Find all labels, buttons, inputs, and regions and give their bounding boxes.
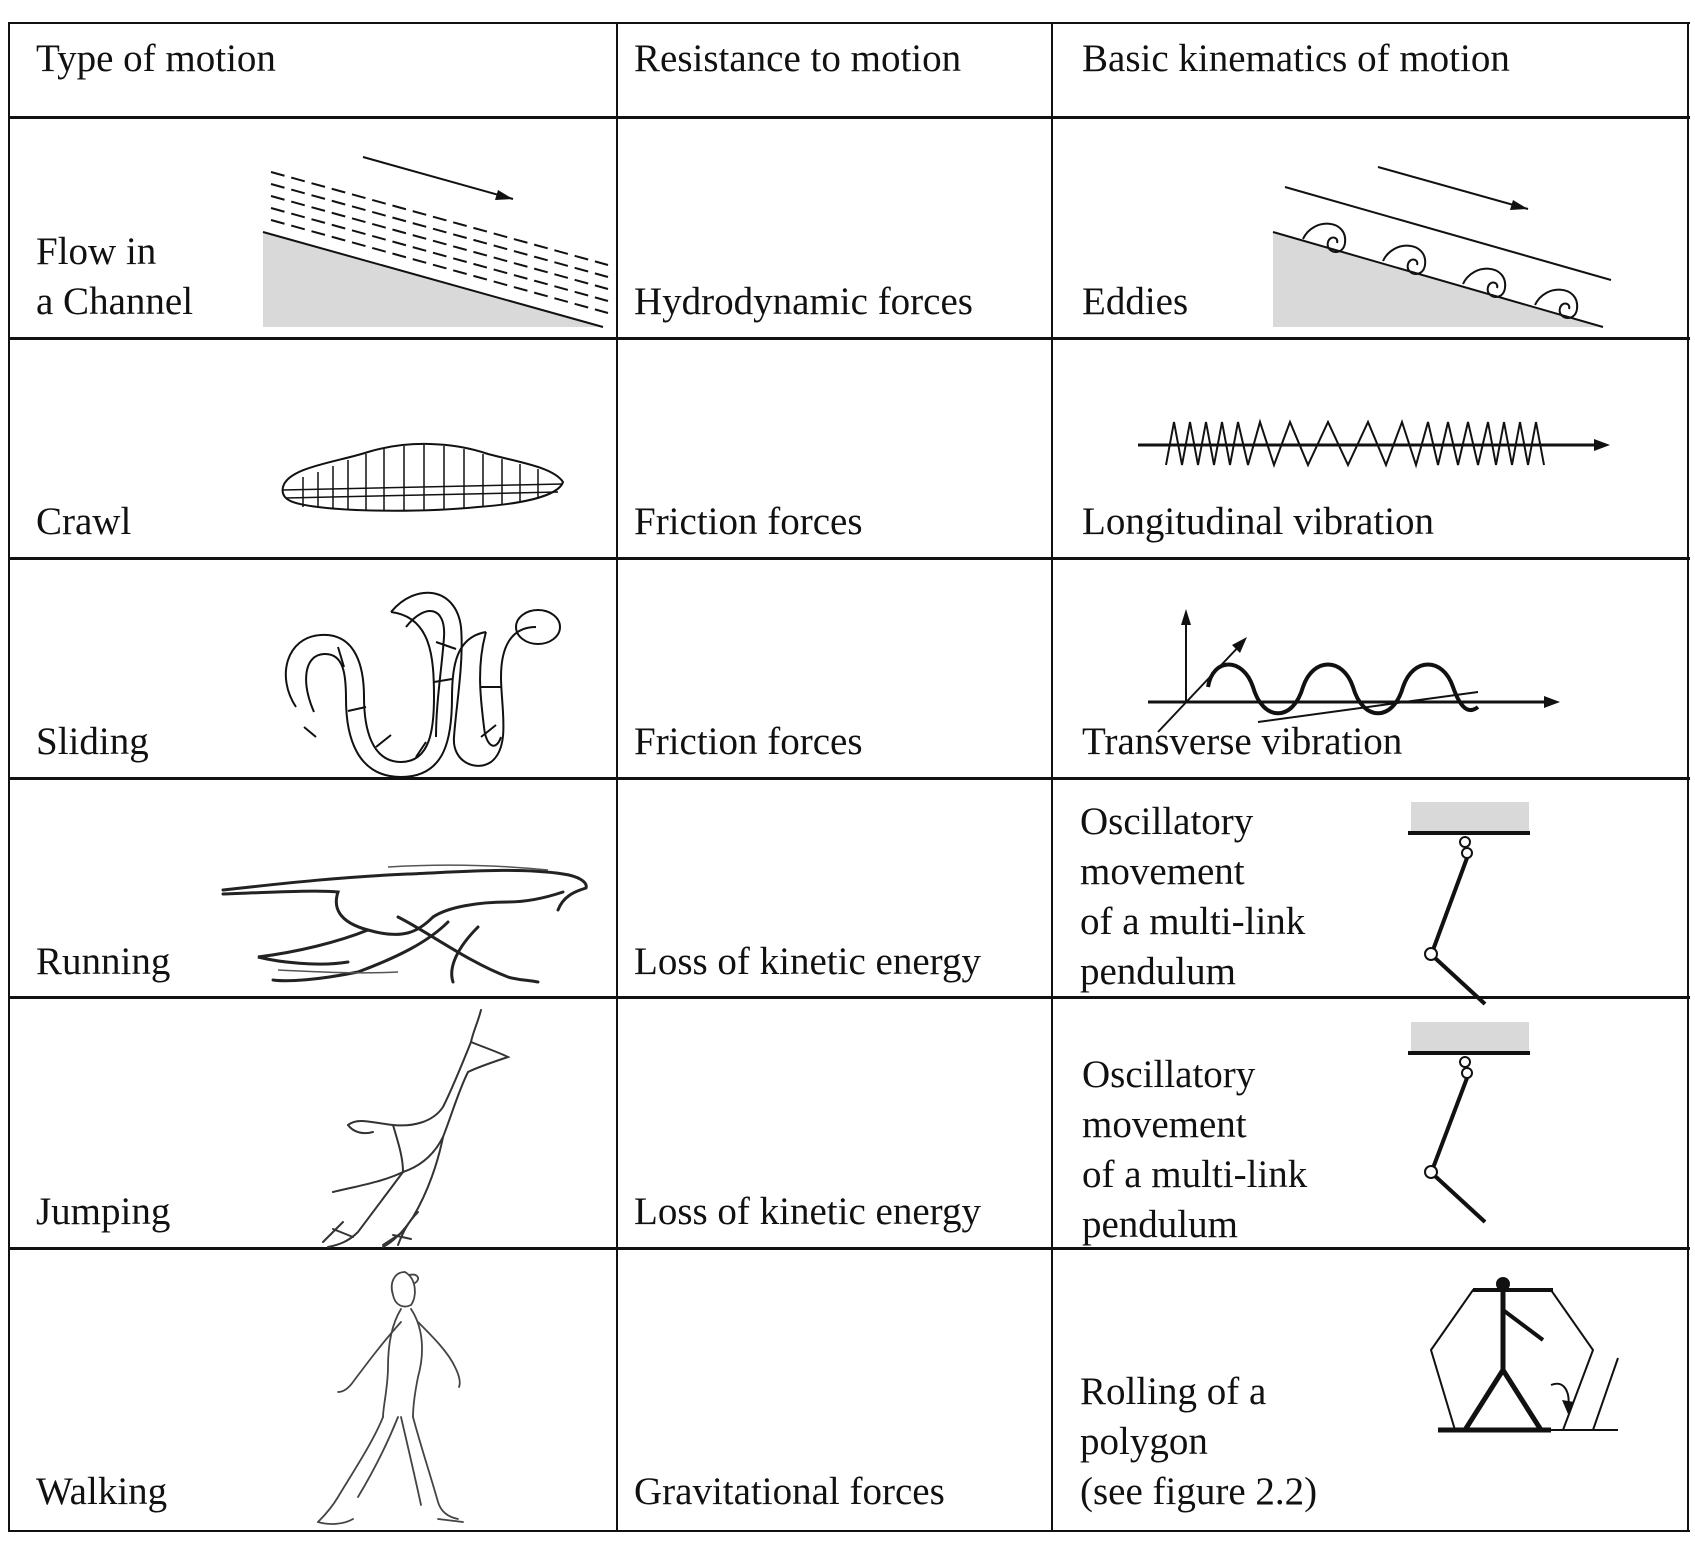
type-of-motion-cell: Crawl (36, 497, 131, 547)
table-border-right (1687, 22, 1689, 1532)
type-of-motion-cell: Jumping (36, 1187, 170, 1237)
longitudinal-vibration-icon (1138, 417, 1610, 467)
motion-table: Type of motion Resistance to motion Basi… (8, 22, 1690, 1532)
transverse-vibration-icon (1148, 609, 1560, 752)
kinematics-line: pendulum (1082, 1203, 1238, 1246)
kinematics-cell: Oscillatory movement of a multi-link pen… (1082, 1050, 1307, 1250)
type-line: Crawl (36, 500, 132, 543)
type-of-motion-cell: Sliding (36, 717, 149, 767)
row-rule (8, 337, 1690, 340)
kinematics-line: Longitudinal vibration (1082, 500, 1435, 543)
kinematics-line: Oscillatory (1080, 800, 1254, 843)
type-line: Flow in (36, 230, 157, 273)
kinematics-cell: Eddies (1082, 277, 1188, 327)
kinematics-cell: Oscillatory movement of a multi-link pen… (1080, 797, 1305, 997)
kinematics-line: pendulum (1080, 950, 1236, 993)
row-rule (8, 996, 1690, 999)
kinematics-line: of a multi-link (1082, 1153, 1308, 1196)
kinematics-line: of a multi-link (1080, 900, 1306, 943)
table-border-left (8, 22, 10, 1532)
kinematics-cell: Rolling of a polygon (see figure 2.2) (1080, 1367, 1317, 1517)
resistance-cell: Friction forces (634, 500, 863, 543)
kinematics-cell: Transverse vibration (1082, 717, 1402, 767)
header-rule (8, 116, 1690, 119)
row-rule (8, 1247, 1690, 1250)
kinematics-line: Transverse vibration (1082, 720, 1403, 763)
resistance-cell: Hydrodynamic forces (634, 280, 973, 323)
row-rule (8, 557, 1690, 560)
kinematics-line: Oscillatory (1082, 1053, 1256, 1096)
type-line: Sliding (36, 720, 149, 763)
resistance-cell: Friction forces (634, 720, 863, 763)
kinematics-line: polygon (1080, 1420, 1208, 1463)
header-resistance-to-motion: Resistance to motion (634, 37, 962, 80)
type-line: Running (36, 940, 171, 983)
type-of-motion-cell: Walking (36, 1467, 167, 1517)
row-rule (8, 777, 1690, 780)
kinematics-line: movement (1082, 1103, 1247, 1146)
column-rule (616, 22, 618, 1532)
jumping-antelope-icon (303, 1007, 533, 1247)
type-line: Jumping (36, 1190, 171, 1233)
eddies-icon (1273, 147, 1623, 332)
running-cheetah-icon (218, 862, 598, 992)
type-line: a Channel (36, 280, 194, 323)
rolling-polygon-icon (1393, 1277, 1623, 1495)
kinematics-line: Rolling of a (1080, 1370, 1267, 1413)
snake-icon (276, 587, 566, 777)
multi-link-pendulum-icon (1403, 1022, 1533, 1232)
resistance-cell: Loss of kinetic energy (634, 1190, 981, 1233)
kinematics-line: (see figure 2.2) (1080, 1470, 1318, 1513)
column-rule (1051, 22, 1053, 1532)
type-line: Walking (36, 1470, 168, 1513)
multi-link-pendulum-icon (1403, 802, 1533, 992)
kinematics-line: movement (1080, 850, 1245, 893)
table-border-bottom (8, 1530, 1690, 1532)
walking-person-icon (313, 1267, 503, 1532)
caterpillar-icon (278, 442, 568, 522)
header-type-of-motion: Type of motion (36, 37, 276, 80)
table-border-top (8, 22, 1690, 24)
type-of-motion-cell: Flow in a Channel (36, 227, 193, 327)
kinematics-cell: Longitudinal vibration (1082, 497, 1434, 547)
channel-flow-icon (263, 137, 613, 337)
kinematics-line: Eddies (1082, 280, 1189, 323)
header-basic-kinematics: Basic kinematics of motion (1082, 37, 1510, 80)
resistance-cell: Loss of kinetic energy (634, 940, 981, 983)
resistance-cell: Gravitational forces (634, 1470, 945, 1513)
type-of-motion-cell: Running (36, 937, 170, 987)
